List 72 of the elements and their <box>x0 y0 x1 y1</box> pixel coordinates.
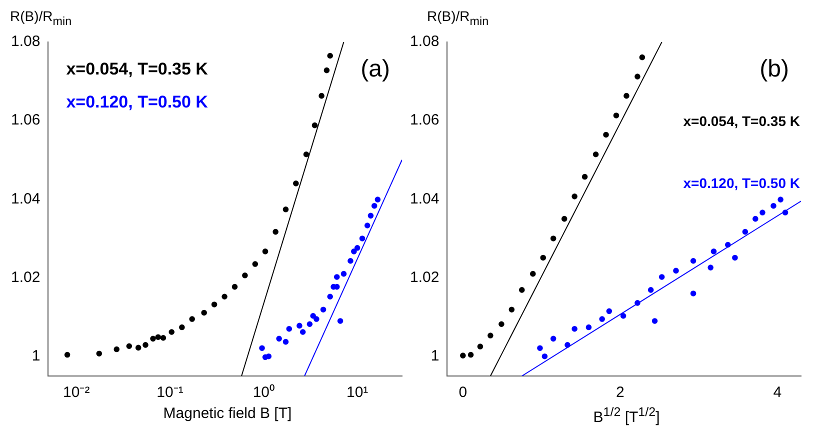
point <box>782 210 788 216</box>
point <box>639 54 646 60</box>
point <box>530 270 536 277</box>
point <box>586 324 592 330</box>
x-tick-label: 4 <box>773 384 782 402</box>
point <box>561 216 568 222</box>
text: x=0.120, T=0.50 K <box>66 92 209 112</box>
y-tick-label: 1.04 <box>410 190 440 208</box>
point <box>564 342 570 348</box>
x-tick-label: 10⁻¹ <box>156 384 184 402</box>
point <box>582 174 588 180</box>
y-axis-title: R(B)/R$_{min}$ <box>426 8 490 30</box>
y-tick-label: 1.04 <box>10 190 40 208</box>
y-axis-title: R(B)/R$_{min}$ <box>9 8 73 30</box>
point <box>542 353 548 360</box>
y-tick-label: 1.02 <box>410 268 440 286</box>
y-tick-label: 1.08 <box>10 33 40 50</box>
point <box>518 287 525 293</box>
point <box>710 248 717 254</box>
y-tick-label: 1 <box>430 347 440 364</box>
point <box>603 132 609 138</box>
annotation: (b) <box>760 56 789 83</box>
point <box>778 196 784 202</box>
point <box>540 254 546 261</box>
point <box>752 216 758 222</box>
text: x=0.054, T=0.35 K <box>683 112 800 129</box>
point <box>537 345 543 351</box>
point <box>742 228 748 235</box>
point <box>550 336 556 342</box>
point <box>599 316 605 322</box>
x-tick-label: 0 <box>458 384 468 402</box>
y-tick-label: 1.06 <box>10 112 40 129</box>
point <box>634 300 640 306</box>
point <box>732 254 738 261</box>
x-tick-label: 10⁰ <box>252 384 275 402</box>
x-tick-label: 2 <box>616 384 624 402</box>
point <box>508 306 515 312</box>
point <box>488 332 494 338</box>
point <box>498 321 504 328</box>
text: x=0.054, T=0.35 K <box>66 60 209 79</box>
point <box>673 268 679 274</box>
point <box>724 242 731 248</box>
point <box>708 264 714 270</box>
y-tick-label: 1.06 <box>410 112 440 129</box>
point <box>634 74 640 80</box>
point <box>572 194 578 200</box>
point <box>760 210 766 216</box>
point <box>652 318 658 324</box>
point <box>648 287 654 293</box>
point <box>606 308 612 314</box>
point <box>690 258 696 264</box>
y-tick-label: 1.08 <box>410 33 440 50</box>
point <box>572 326 578 332</box>
y-tick-label: 1 <box>32 347 40 364</box>
point <box>460 352 466 358</box>
point <box>658 274 665 280</box>
point <box>592 151 599 158</box>
annotation: (a) <box>360 56 390 83</box>
point <box>620 312 626 319</box>
point <box>468 352 474 358</box>
point <box>624 92 630 99</box>
point <box>613 112 620 118</box>
point <box>477 344 484 350</box>
x-tick-label: 10⁻² <box>63 384 90 402</box>
y-tick-label: 1.02 <box>10 268 40 286</box>
point <box>770 202 776 209</box>
x-axis-title: Magnetic field B [T] <box>162 405 293 422</box>
point <box>690 290 696 296</box>
x-tick-label: 10¹ <box>346 384 368 402</box>
point <box>550 236 556 242</box>
series-label: x=0.120, T=0.50 K <box>683 174 800 191</box>
x-axis-title: B$^{1/2}$ [T$^{1/2}$] <box>592 405 661 426</box>
